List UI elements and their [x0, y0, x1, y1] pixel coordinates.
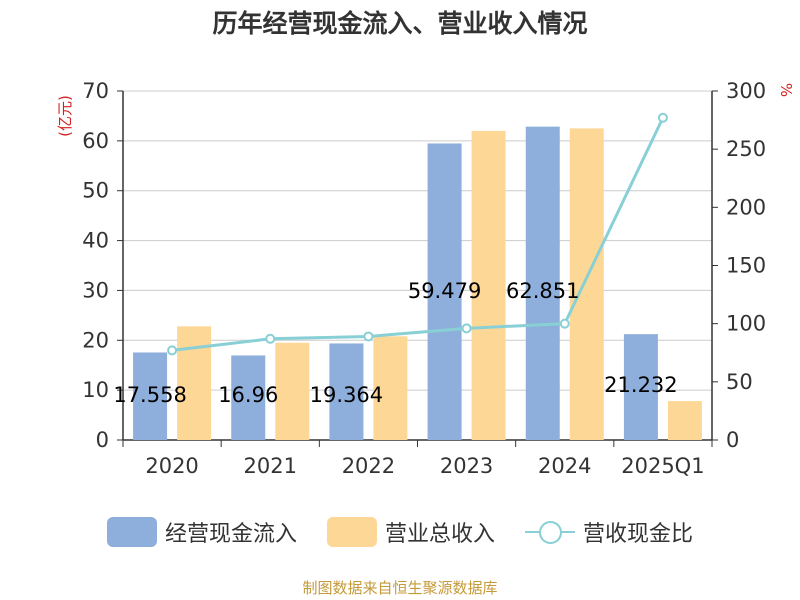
- source-note: 制图数据来自恒生聚源数据库: [302, 579, 498, 597]
- bar-cash-inflow-1: [231, 355, 266, 440]
- y-left-tick-label-1: 10: [82, 378, 109, 402]
- bar-cash-inflow-0: [133, 352, 168, 440]
- data-label-cash-inflow-2: 19.364: [310, 383, 383, 407]
- legend-item-revenue[interactable]: 营业总收入: [326, 516, 495, 548]
- y-left-tick-label-0: 0: [96, 428, 109, 452]
- y-left-axis-label: (亿元): [56, 95, 74, 137]
- x-tick-label-1: 2021: [244, 454, 297, 478]
- y-left-tick-label-4: 40: [82, 229, 109, 253]
- data-label-cash-inflow-3: 59.479: [408, 279, 481, 303]
- bar-revenue-5: [667, 401, 702, 440]
- legend: 经营现金流入 营业总收入 营收现金比: [0, 516, 800, 548]
- y-right-tick-label-3: 150: [726, 254, 766, 278]
- y-left-tick-label-2: 20: [82, 328, 109, 352]
- bar-revenue-3: [471, 130, 506, 440]
- bar-revenue-1: [275, 342, 310, 440]
- x-tick-label-4: 2024: [538, 454, 591, 478]
- y-right-tick-label-1: 50: [726, 370, 753, 394]
- bar-cash-inflow-3: [427, 143, 462, 440]
- line-ratio-point-4: [559, 318, 570, 329]
- chart-title: 历年经营现金流入、营业收入情况: [212, 9, 588, 38]
- y-right-axis-unit: %: [777, 83, 795, 97]
- y-left-tick-label-6: 60: [82, 129, 109, 153]
- legend-swatch-revenue: [326, 517, 377, 547]
- bar-cash-inflow-5: [623, 334, 658, 440]
- line-ratio-point-1: [265, 333, 276, 344]
- legend-item-cash-inflow[interactable]: 经营现金流入: [106, 516, 297, 548]
- data-label-cash-inflow-5: 21.232: [604, 373, 677, 397]
- y-right-tick-label-4: 200: [726, 195, 766, 219]
- data-label-cash-inflow-0: 17.558: [113, 383, 186, 407]
- bar-revenue-4: [569, 128, 604, 440]
- y-right-tick-label-0: 0: [726, 428, 739, 452]
- data-label-cash-inflow-4: 62.851: [506, 279, 579, 303]
- y-right-tick-label-2: 100: [726, 312, 766, 336]
- legend-item-ratio[interactable]: 营收现金比: [525, 516, 693, 548]
- y-left-tick-label-7: 70: [82, 79, 109, 103]
- x-tick-label-0: 2020: [145, 454, 198, 478]
- y-left-tick-label-3: 30: [82, 278, 109, 302]
- y-left-tick-label-5: 50: [82, 179, 109, 203]
- legend-label-revenue: 营业总收入: [384, 522, 495, 547]
- legend-swatch-cash-inflow: [106, 517, 157, 547]
- legend-swatch-ratio: [525, 517, 575, 547]
- bar-cash-inflow-2: [329, 343, 364, 440]
- bar-cash-inflow-4: [525, 126, 560, 440]
- line-ratio-point-2: [363, 331, 374, 342]
- line-ratio-point-3: [461, 323, 472, 334]
- bar-revenue-2: [373, 336, 408, 440]
- x-tick-label-2: 2022: [342, 454, 395, 478]
- line-ratio-point-0: [167, 345, 178, 356]
- line-ratio-point-5: [657, 112, 668, 123]
- data-label-cash-inflow-1: 16.96: [218, 383, 278, 407]
- y-right-tick-label-6: 300: [726, 79, 766, 103]
- y-right-tick-label-5: 250: [726, 137, 766, 161]
- legend-label-cash-inflow: 经营现金流入: [164, 522, 297, 547]
- x-tick-label-5: 2025Q1: [621, 454, 704, 478]
- line-ratio: [171, 117, 665, 352]
- legend-label-ratio: 营收现金比: [583, 522, 694, 547]
- x-tick-label-3: 2023: [440, 454, 493, 478]
